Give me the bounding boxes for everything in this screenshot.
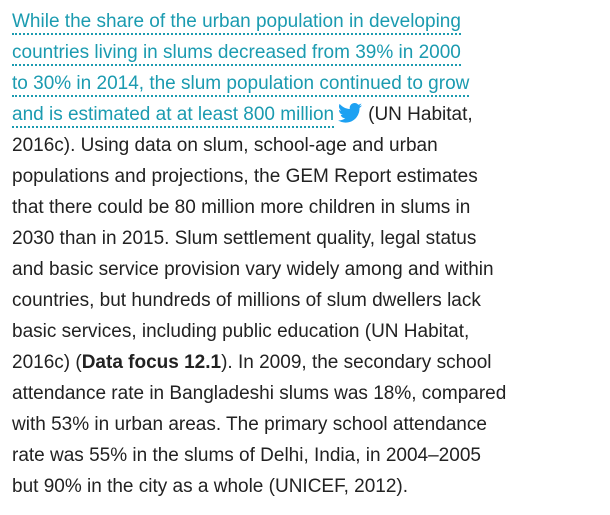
highlighted-text: and is estimated at at least 800 million (12, 104, 335, 128)
text-line: but 90% in the city as a whole (UNICEF, … (12, 471, 610, 502)
body-text: and basic service provision vary widely … (12, 259, 494, 280)
tweet-icon[interactable] (338, 102, 363, 133)
text-line: While the share of the urban population … (12, 6, 610, 37)
bold-reference: Data focus 12.1 (81, 352, 222, 373)
body-text: countries, but hundreds of millions of s… (12, 290, 481, 311)
body-text: populations and projections, the GEM Rep… (12, 166, 478, 187)
highlighted-text: to 30% in 2014, the slum population cont… (12, 73, 470, 97)
body-text: 2030 than in 2015. Slum settlement quali… (12, 228, 477, 249)
text-line: to 30% in 2014, the slum population cont… (12, 68, 610, 99)
body-text: that there could be 80 million more chil… (12, 197, 471, 218)
text-line: 2016c) (Data focus 12.1). In 2009, the s… (12, 347, 610, 378)
text-line: countries, but hundreds of millions of s… (12, 285, 610, 316)
text-line: 2030 than in 2015. Slum settlement quali… (12, 223, 610, 254)
body-text: ). In 2009, the secondary school (221, 352, 492, 373)
text-line: 2016c). Using data on slum, school-age a… (12, 130, 610, 161)
body-text: but 90% in the city as a whole (UNICEF, … (12, 476, 409, 497)
highlighted-text: While the share of the urban population … (12, 11, 461, 35)
body-text: attendance rate in Bangladeshi slums was… (12, 383, 507, 404)
text-line: rate was 55% in the slums of Delhi, Indi… (12, 440, 610, 471)
text-line: populations and projections, the GEM Rep… (12, 161, 610, 192)
text-line: attendance rate in Bangladeshi slums was… (12, 378, 610, 409)
body-text: rate was 55% in the slums of Delhi, Indi… (12, 445, 481, 466)
text-line: basic services, including public educati… (12, 316, 610, 347)
body-text: 2016c) ( (12, 352, 82, 373)
body-text: 2016c). Using data on slum, school-age a… (12, 135, 438, 156)
body-text: basic services, including public educati… (12, 321, 470, 342)
text-line: with 53% in urban areas. The primary sch… (12, 409, 610, 440)
text-line: and is estimated at at least 800 million… (12, 99, 610, 130)
body-text: (UN Habitat, (368, 104, 473, 125)
text-line: that there could be 80 million more chil… (12, 192, 610, 223)
text-line: and basic service provision vary widely … (12, 254, 610, 285)
text-line: countries living in slums decreased from… (12, 37, 610, 68)
highlighted-text: countries living in slums decreased from… (12, 42, 461, 66)
body-text: with 53% in urban areas. The primary sch… (12, 414, 487, 435)
